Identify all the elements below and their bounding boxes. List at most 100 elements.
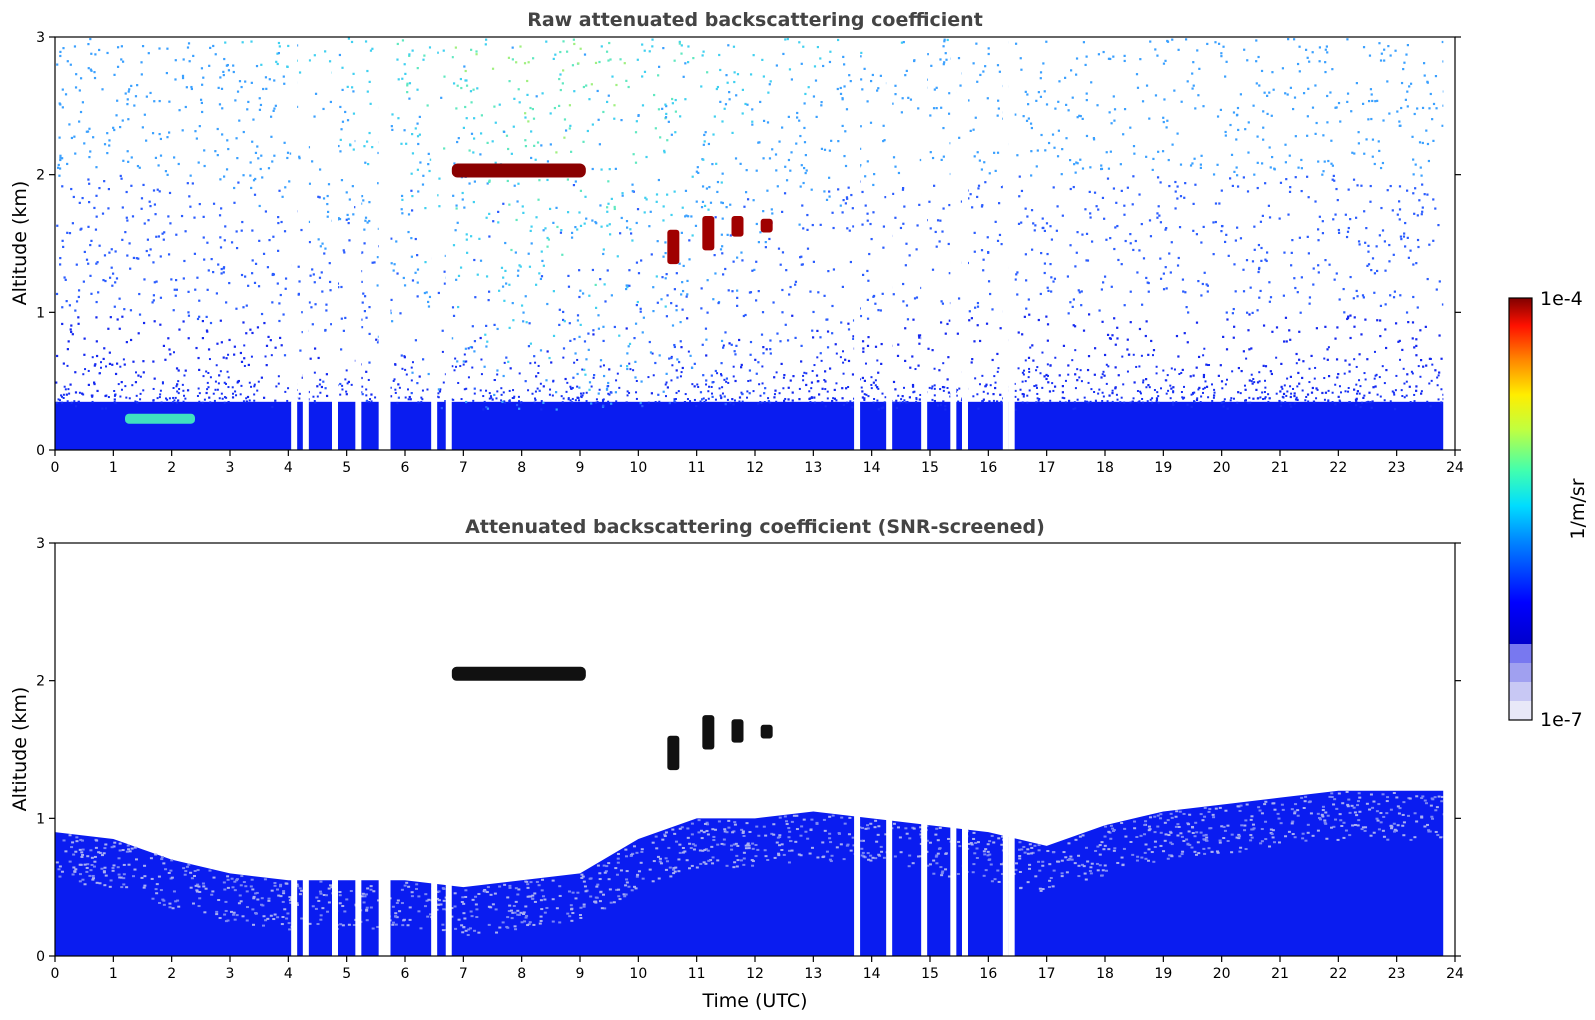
noise-pixel <box>1249 401 1252 404</box>
noise-pixel <box>1117 258 1120 262</box>
noise-pixel <box>470 915 474 918</box>
noise-pixel <box>743 205 746 208</box>
noise-pixel <box>1440 357 1443 360</box>
noise-pixel <box>311 905 315 908</box>
noise-pixel <box>1411 135 1414 138</box>
noise-pixel <box>1045 103 1049 106</box>
noise-pixel <box>1231 370 1234 373</box>
noise-pixel <box>1216 163 1219 166</box>
noise-pixel <box>227 147 230 151</box>
noise-pixel <box>153 100 156 103</box>
noise-pixel <box>686 398 689 401</box>
noise-pixel <box>787 836 791 839</box>
noise-pixel <box>574 226 577 229</box>
noise-pixel <box>78 848 82 851</box>
noise-pixel <box>1255 39 1258 42</box>
noise-pixel <box>391 921 395 924</box>
noise-pixel <box>1403 382 1406 385</box>
noise-pixel <box>764 246 767 249</box>
noise-pixel <box>264 355 267 358</box>
noise-pixel <box>361 393 364 396</box>
noise-pixel <box>677 858 681 861</box>
noise-pixel <box>1176 834 1180 837</box>
noise-pixel <box>114 401 117 405</box>
noise-pixel <box>749 353 752 356</box>
noise-pixel <box>956 389 959 392</box>
noise-pixel <box>1326 358 1329 361</box>
noise-pixel <box>436 395 439 398</box>
noise-pixel <box>416 122 419 125</box>
noise-pixel <box>678 827 682 830</box>
noise-pixel <box>397 117 400 120</box>
noise-pixel <box>606 269 609 272</box>
noise-pixel <box>324 50 327 53</box>
noise-pixel <box>68 232 72 235</box>
noise-pixel <box>1144 857 1148 860</box>
noise-pixel <box>635 261 639 264</box>
noise-pixel <box>1119 163 1122 166</box>
noise-pixel <box>1306 393 1310 396</box>
noise-pixel <box>993 151 996 154</box>
noise-pixel <box>267 167 271 170</box>
noise-pixel <box>567 890 571 893</box>
noise-pixel <box>363 310 367 313</box>
noise-pixel <box>222 267 225 270</box>
noise-pixel <box>328 280 332 284</box>
noise-pixel <box>1156 399 1159 402</box>
noise-pixel <box>902 282 905 286</box>
noise-pixel <box>680 293 683 296</box>
noise-pixel <box>573 361 576 364</box>
noise-pixel <box>442 49 445 52</box>
noise-pixel <box>749 379 752 382</box>
noise-pixel <box>151 301 154 304</box>
noise-pixel <box>1435 107 1438 110</box>
noise-pixel <box>264 210 268 213</box>
noise-pixel <box>755 260 758 263</box>
noise-pixel <box>619 364 623 367</box>
noise-pixel <box>418 133 421 136</box>
noise-pixel <box>752 390 755 393</box>
noise-pixel <box>570 907 574 910</box>
noise-pixel <box>207 371 210 374</box>
noise-pixel <box>453 162 456 165</box>
noise-pixel <box>859 378 862 381</box>
noise-pixel <box>602 252 605 256</box>
noise-pixel <box>852 319 856 322</box>
noise-pixel <box>1052 389 1055 392</box>
noise-pixel <box>135 257 138 260</box>
noise-pixel <box>569 387 572 390</box>
noise-pixel <box>138 313 142 316</box>
noise-pixel <box>810 387 813 390</box>
noise-pixel <box>1041 351 1044 354</box>
noise-pixel <box>78 873 82 876</box>
noise-pixel <box>346 85 349 88</box>
noise-pixel <box>1435 288 1438 291</box>
noise-pixel <box>636 58 639 61</box>
noise-pixel <box>371 261 374 264</box>
noise-pixel <box>69 63 72 66</box>
noise-pixel <box>1095 400 1098 403</box>
noise-pixel <box>948 203 951 207</box>
noise-pixel <box>1281 67 1285 70</box>
noise-pixel <box>1039 71 1043 74</box>
noise-pixel <box>805 372 808 375</box>
noise-pixel <box>1211 399 1214 402</box>
noise-pixel <box>714 369 717 373</box>
noise-pixel <box>842 199 845 202</box>
noise-pixel <box>1349 314 1352 317</box>
noise-pixel <box>645 155 648 159</box>
noise-pixel <box>800 263 803 266</box>
noise-pixel <box>1139 390 1142 393</box>
noise-pixel <box>584 195 587 198</box>
noise-pixel <box>455 204 458 207</box>
noise-pixel <box>829 841 833 844</box>
noise-pixel <box>844 164 848 168</box>
noise-pixel <box>155 280 158 283</box>
noise-pixel <box>225 301 228 304</box>
noise-pixel <box>364 40 368 43</box>
noise-pixel <box>1303 800 1307 803</box>
noise-pixel <box>1242 350 1245 353</box>
noise-pixel <box>839 843 843 846</box>
noise-pixel <box>1138 193 1141 196</box>
noise-pixel <box>874 345 878 348</box>
